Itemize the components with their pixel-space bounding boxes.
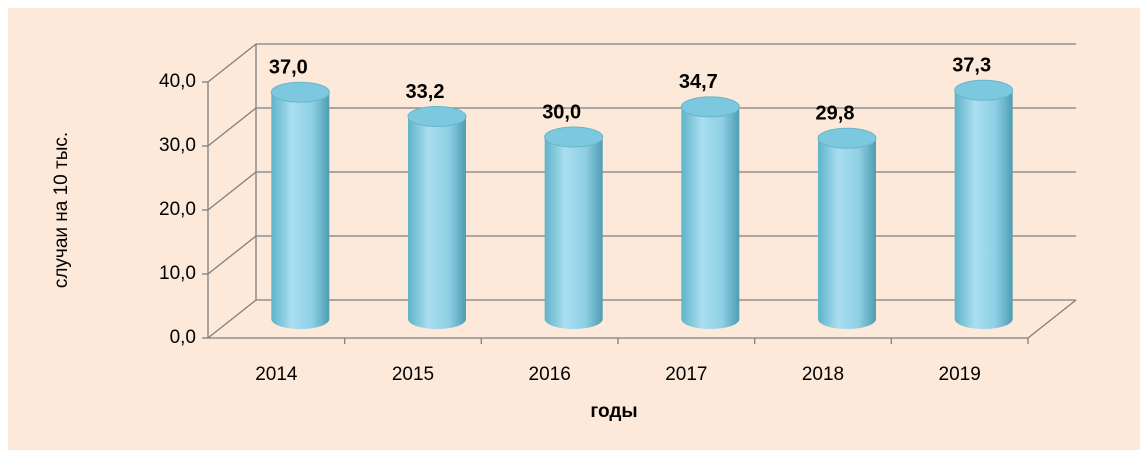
- bar-body: [954, 90, 1013, 329]
- bar: [407, 106, 467, 330]
- bar-top: [680, 96, 740, 118]
- x-tick-label: 2016: [529, 364, 571, 385]
- y-tick-label: 40,0: [159, 71, 196, 92]
- x-tick-label: 2018: [802, 364, 844, 385]
- value-label: 33,2: [406, 81, 445, 103]
- bar: [544, 126, 604, 329]
- x-axis-label: годы: [590, 401, 637, 422]
- grid-diagonal: [207, 171, 257, 211]
- y-tick-label: 0,0: [170, 327, 196, 348]
- bar-body: [681, 106, 740, 329]
- bar-top: [954, 79, 1014, 101]
- bar-top: [817, 127, 877, 149]
- bar: [954, 79, 1014, 329]
- value-label: 29,8: [816, 103, 855, 125]
- y-tick-label: 30,0: [159, 135, 196, 156]
- floor-right: [1027, 299, 1077, 339]
- grid-diagonal: [207, 43, 257, 83]
- bar-body: [271, 92, 330, 329]
- y-tick-label: 10,0: [159, 263, 196, 284]
- value-label: 37,0: [269, 56, 308, 78]
- bar-body: [818, 138, 876, 329]
- bar-body: [544, 137, 603, 329]
- x-tick-label: 2015: [392, 364, 434, 385]
- bar-top: [270, 81, 330, 103]
- y-axis-label: случаи на 10 тыс.: [51, 132, 72, 288]
- grid-diagonal: [207, 235, 257, 275]
- y-tick-label: 20,0: [159, 199, 196, 220]
- grid-diagonal: [207, 107, 257, 147]
- bar: [680, 96, 740, 329]
- x-tick-label: 2019: [939, 364, 981, 385]
- x-tick-label: 2014: [255, 364, 298, 385]
- bar: [270, 81, 330, 329]
- value-label: 34,7: [679, 71, 718, 93]
- bar-top: [544, 126, 604, 148]
- bar: [817, 127, 877, 329]
- value-label: 30,0: [542, 101, 581, 123]
- bar-body: [408, 116, 466, 330]
- grid-diagonal: [207, 299, 257, 339]
- bar-top: [407, 106, 467, 128]
- x-tick-label: 2017: [665, 364, 707, 385]
- value-label: 37,3: [952, 55, 991, 77]
